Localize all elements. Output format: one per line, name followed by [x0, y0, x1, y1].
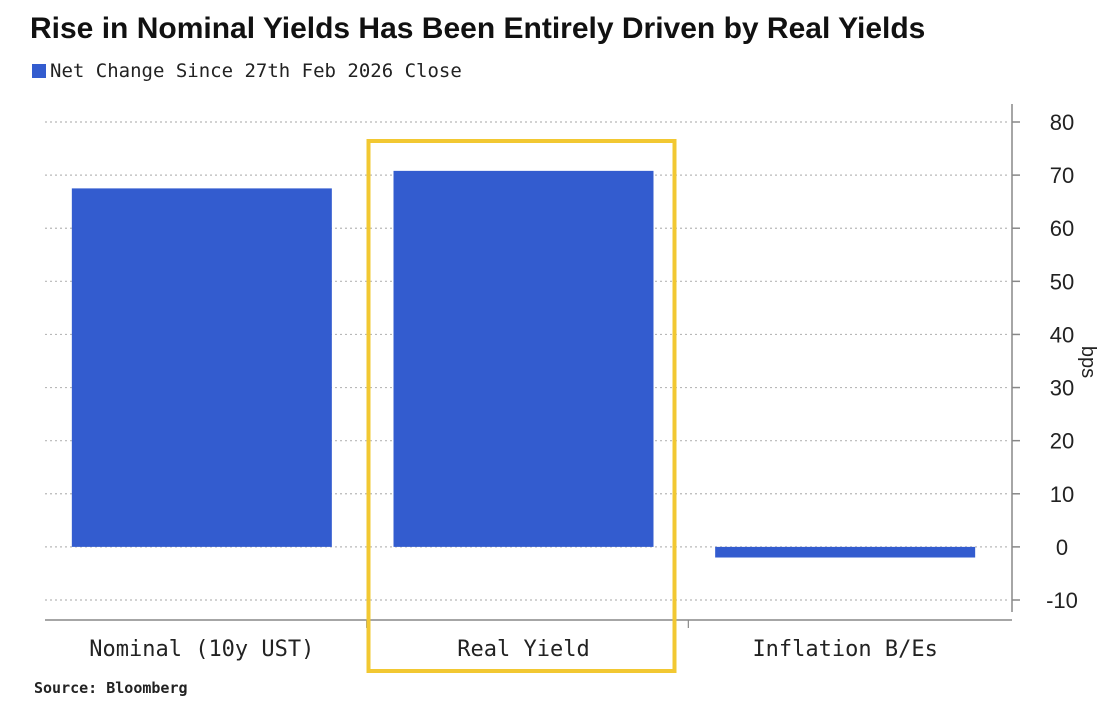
legend-label: Net Change Since 27th Feb 2026 Close [50, 60, 462, 82]
y-tick-label: 60 [1050, 216, 1074, 241]
bar [71, 188, 332, 547]
y-tick-label: 50 [1050, 269, 1074, 294]
y-axis-title: bps [1077, 346, 1099, 378]
x-tick-label: Inflation B/Es [752, 637, 937, 662]
y-tick-label: 80 [1050, 110, 1074, 135]
x-tick-label: Nominal (10y UST) [89, 637, 314, 662]
y-tick-label: -10 [1046, 588, 1078, 613]
highlight-box [366, 139, 677, 673]
x-tick-label: Real Yield [457, 637, 589, 662]
bar [393, 170, 654, 547]
legend: Net Change Since 27th Feb 2026 Close [32, 60, 462, 82]
y-tick-label: 30 [1050, 376, 1074, 401]
y-tick-label: 10 [1050, 482, 1074, 507]
y-tick-label: 0 [1056, 535, 1068, 560]
y-tick-label: 20 [1050, 429, 1074, 454]
y-tick-label: 70 [1050, 163, 1074, 188]
y-tick-label: 40 [1050, 322, 1074, 347]
legend-swatch [32, 64, 46, 78]
source-note: Source: Bloomberg [34, 679, 188, 697]
chart-title: Rise in Nominal Yields Has Been Entirely… [30, 12, 926, 45]
bar [715, 546, 976, 558]
